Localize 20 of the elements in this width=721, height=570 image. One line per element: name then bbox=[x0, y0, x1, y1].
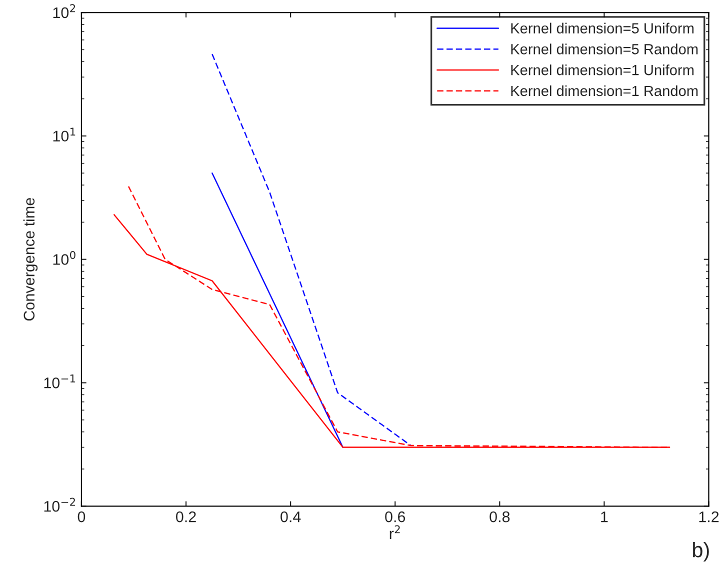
x-tick-label: 0 bbox=[78, 511, 86, 522]
legend-label: Kernel dimension=5 Random bbox=[511, 44, 698, 54]
y-tick-label: 10$^{2}$ bbox=[53, 4, 76, 18]
legend-label: Kernel dimension=5 Uniform bbox=[511, 22, 694, 34]
y-tick-label: 10$^{1}$ bbox=[53, 128, 76, 142]
x-axis-title: r$^{2}$ bbox=[390, 525, 400, 539]
legend-label: Kernel dimension=1 Random bbox=[511, 85, 698, 96]
y-axis-title: Convergence time bbox=[23, 198, 38, 321]
line-series bbox=[212, 54, 412, 446]
legend-label: Kernel dimension=1 Uniform bbox=[511, 64, 694, 76]
x-tick-label: 0.2 bbox=[176, 511, 196, 522]
x-tick-label: 0.6 bbox=[385, 511, 406, 522]
x-tick-label: 0.4 bbox=[280, 511, 301, 522]
x-tick-label: 0.8 bbox=[490, 511, 510, 522]
text: b) bbox=[693, 542, 709, 562]
x-tick-label: 1 bbox=[601, 512, 608, 522]
x-tick-label: 1.2 bbox=[699, 511, 719, 522]
y-tick-label: 10$^{0}$ bbox=[53, 250, 76, 265]
y-tick-label: 10$^{−1}$ bbox=[44, 374, 76, 388]
y-tick-label: 10$^{−2}$ bbox=[44, 498, 75, 512]
